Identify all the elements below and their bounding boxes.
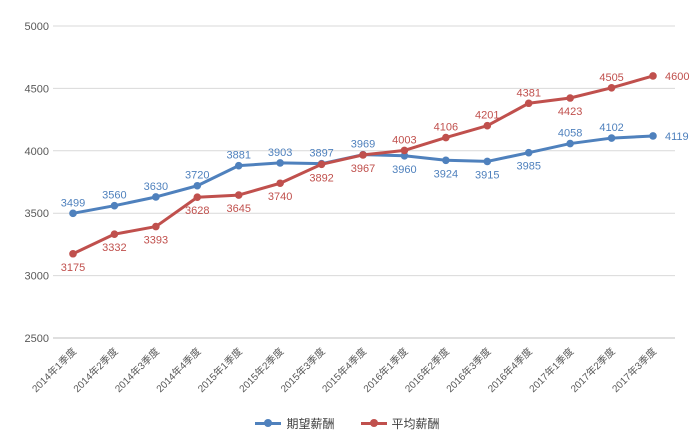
data-point-label: 3560 <box>102 190 126 202</box>
data-point-marker <box>607 83 616 92</box>
data-point-marker <box>483 157 492 166</box>
data-point-label: 4600 <box>665 71 689 83</box>
data-point-marker <box>276 159 284 167</box>
data-point-label: 3924 <box>434 168 458 180</box>
chart-canvas: 5000450040003500300025002014年1季度2014年2季度… <box>25 21 690 395</box>
legend-item-average-salary: 平均薪酬 <box>360 415 440 432</box>
data-point-label: 3175 <box>61 262 85 274</box>
data-point-marker <box>152 193 160 201</box>
data-point-label: 3720 <box>185 170 209 182</box>
data-point-label: 4381 <box>516 87 540 99</box>
data-point-marker <box>566 94 574 102</box>
data-point-label: 3499 <box>61 197 85 209</box>
data-point-marker <box>607 134 616 142</box>
data-point-label: 4423 <box>558 106 582 118</box>
data-point-label: 4201 <box>475 110 499 122</box>
data-point-marker <box>110 230 119 238</box>
data-point-label: 3630 <box>144 181 168 193</box>
data-point-label: 3645 <box>226 203 250 215</box>
data-point-marker <box>524 148 533 157</box>
data-point-label: 3903 <box>268 147 292 159</box>
data-point-label: 4003 <box>392 134 416 146</box>
data-point-label: 3393 <box>144 235 168 247</box>
data-point-marker <box>69 249 77 258</box>
data-point-marker <box>359 151 367 159</box>
data-point-label: 4119 <box>665 131 689 143</box>
data-point-label: 4106 <box>434 122 458 134</box>
data-point-marker <box>110 201 119 210</box>
y-tick-label: 4500 <box>25 83 49 95</box>
data-point-label: 3969 <box>351 139 375 151</box>
data-point-marker <box>524 99 533 108</box>
data-point-marker <box>442 156 450 165</box>
data-point-marker <box>400 151 409 160</box>
data-point-marker <box>400 146 409 155</box>
y-tick-label: 3000 <box>25 271 49 283</box>
data-point-marker <box>234 191 243 199</box>
y-tick-label: 5000 <box>25 21 49 33</box>
data-point-label: 3332 <box>102 242 126 254</box>
data-point-label: 3967 <box>351 163 375 175</box>
data-point-label: 3892 <box>309 172 333 184</box>
data-point-label: 4102 <box>599 122 623 134</box>
data-point-label: 3628 <box>185 205 209 217</box>
legend-item-expected-salary: 期望薪酬 <box>255 415 335 432</box>
data-point-label: 4505 <box>599 72 623 84</box>
legend-label-expected-salary: 期望薪酬 <box>286 416 335 431</box>
data-point-marker <box>193 181 202 190</box>
data-point-marker <box>69 209 77 218</box>
data-point-marker <box>566 139 574 148</box>
average-salary-line-marker-icon <box>360 419 387 427</box>
y-tick-label: 4000 <box>25 146 49 158</box>
data-point-label: 4058 <box>558 128 582 140</box>
data-point-marker <box>649 72 657 80</box>
expected-salary-line-marker-icon <box>255 419 282 427</box>
data-point-label: 3740 <box>268 191 292 203</box>
data-point-marker <box>276 179 284 188</box>
data-point-marker <box>234 161 243 170</box>
data-point-label: 3960 <box>392 164 416 176</box>
data-point-marker <box>317 160 326 169</box>
data-point-marker <box>152 222 160 231</box>
data-point-marker <box>483 121 492 130</box>
data-point-marker <box>193 193 202 202</box>
data-point-label: 3897 <box>309 148 333 160</box>
x-tick-label: 2017年3季度 <box>609 345 659 395</box>
chart-legend: 期望薪酬 平均薪酬 <box>0 408 695 438</box>
legend-label-average-salary: 平均薪酬 <box>391 416 440 431</box>
data-point-label: 3985 <box>516 161 540 173</box>
data-point-marker <box>442 133 450 142</box>
data-point-label: 3881 <box>226 150 250 162</box>
y-tick-label: 3500 <box>25 208 49 220</box>
data-point-marker <box>649 132 657 140</box>
data-point-label: 3915 <box>475 169 499 181</box>
y-tick-label: 2500 <box>25 333 49 345</box>
